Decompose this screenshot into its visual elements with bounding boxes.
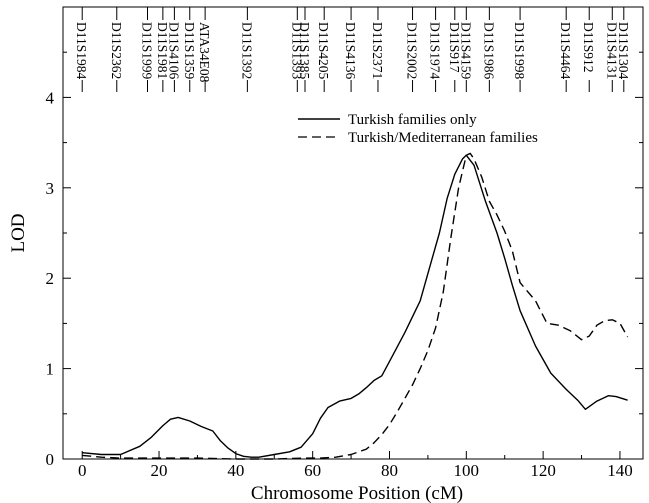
marker-labels: D11S1984 D11S2362 D11S1999 D11S1981D11S4106… — [74, 22, 631, 83]
marker-label: D11S1392 — [239, 22, 254, 79]
series-line-0 — [82, 154, 628, 458]
marker-label: ATA34E08 — [197, 22, 212, 83]
y-tick-label: 2 — [46, 269, 55, 288]
marker-label: D11S4159 — [458, 22, 473, 80]
y-tick-labels: 0 1 2 3 4 — [46, 88, 55, 469]
marker-label: D11S912 — [581, 22, 596, 73]
x-tick-label: 140 — [607, 461, 633, 480]
x-tick-labels: 0 20 40 60 80 100 120 140 — [78, 461, 633, 480]
marker-label: D11S4106 — [166, 22, 181, 80]
axis-ticks — [63, 51, 643, 460]
marker-label: D11S4464 — [558, 22, 573, 80]
marker-label: D11S1984 — [74, 22, 89, 80]
marker-label: D11S1359 — [182, 22, 197, 80]
marker-label: D11S4131 — [604, 22, 619, 79]
marker-label: D11S1986 — [481, 22, 496, 80]
y-tick-label: 4 — [46, 88, 55, 107]
x-tick-label: 40 — [227, 461, 244, 480]
marker-label: D11S917 — [447, 22, 462, 73]
y-axis-title: LOD — [8, 213, 29, 252]
marker-label: D11S2002 — [405, 22, 420, 79]
series-line-1 — [82, 152, 629, 460]
marker-label: D11S2371 — [370, 22, 385, 79]
marker-label: D11S2362 — [109, 22, 124, 79]
series-lines — [82, 152, 629, 460]
marker-label: D11S1999 — [140, 22, 155, 80]
x-axis-title: Chromosome Position (cM) — [251, 483, 463, 503]
legend-label-turkish: Turkish families only — [348, 112, 477, 128]
marker-label: D11S1998 — [512, 22, 527, 80]
marker-label: D11S1385 — [297, 22, 312, 80]
y-tick-label: 0 — [46, 450, 55, 469]
x-tick-label: 60 — [304, 461, 321, 480]
marker-label: D11S4136 — [343, 22, 358, 80]
marker-label: D11S1981 — [155, 22, 170, 79]
marker-label: D11S1393 — [289, 22, 304, 80]
legend-label-turkish-mediterranean: Turkish/Mediterranean families — [348, 130, 538, 146]
legend: Turkish families only Turkish/Mediterran… — [298, 112, 538, 146]
x-tick-label: 120 — [530, 461, 556, 480]
x-tick-label: 80 — [381, 461, 398, 480]
marker-lines — [81, 7, 625, 92]
marker-label: D11S1974 — [428, 22, 443, 80]
marker-label: D11S1304 — [616, 22, 631, 80]
x-tick-label: 100 — [454, 461, 480, 480]
marker-label: D11S4205 — [316, 22, 331, 80]
x-tick-label: 0 — [78, 461, 87, 480]
y-tick-label: 1 — [46, 360, 55, 379]
x-tick-label: 20 — [151, 461, 168, 480]
y-tick-label: 3 — [46, 179, 55, 198]
